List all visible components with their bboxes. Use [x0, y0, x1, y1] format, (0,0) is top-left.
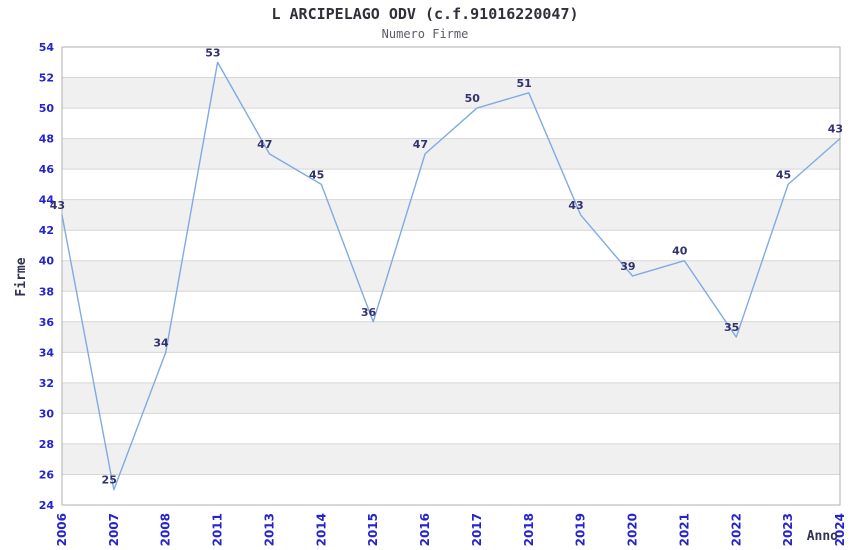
point-label: 36: [361, 306, 377, 319]
plot-border: [61, 46, 841, 506]
point-label: 25: [102, 474, 117, 487]
grid-band: [62, 77, 840, 109]
x-tick-label: 2016: [418, 513, 432, 546]
y-tick-label: 26: [39, 468, 55, 481]
x-tick-label: 2006: [55, 513, 69, 546]
y-tick-label: 32: [39, 377, 54, 390]
grid-band: [62, 138, 840, 170]
grid-band: [62, 260, 840, 292]
y-tick-label: 50: [39, 102, 55, 115]
point-label: 43: [828, 123, 843, 136]
y-tick-label: 52: [39, 72, 54, 85]
plot-area: 24 26 28 30 32 34 36 38 40 42 44 46 48 50 52 54 43 25 34 53…: [39, 41, 847, 546]
chart-title: L ARCIPELAGO ODV (c.f.91016220047): [271, 5, 579, 23]
y-axis-title: Firme: [14, 257, 29, 296]
y-tick-label: 38: [39, 285, 54, 298]
x-tick-label: 2007: [107, 513, 121, 546]
y-tick-label: 54: [39, 41, 55, 54]
grid-band: [62, 321, 840, 353]
point-label: 34: [153, 336, 169, 349]
x-tick-label: 2021: [677, 513, 691, 546]
y-tick-label: 48: [39, 133, 54, 146]
point-label: 47: [257, 138, 272, 151]
x-tick-label: 2017: [470, 513, 484, 546]
x-tick-label: 2018: [522, 513, 536, 546]
point-label: 43: [568, 199, 583, 212]
x-tick-label: 2023: [781, 513, 795, 546]
point-label: 47: [413, 138, 428, 151]
point-label: 51: [516, 77, 531, 90]
x-tick-label: 2013: [262, 513, 276, 546]
x-tick-label: 2011: [211, 513, 225, 546]
y-tick-label: 24: [39, 499, 55, 512]
y-tick-label: 44: [39, 194, 55, 207]
series-line: [61, 61, 841, 491]
y-tick-label: 36: [39, 316, 55, 329]
grid-band: [62, 382, 840, 414]
point-label: 45: [776, 168, 791, 181]
x-tick-label: 2015: [366, 513, 380, 546]
y-tick-label: 30: [39, 407, 55, 420]
x-tick-label: 2022: [729, 513, 743, 546]
x-tick-label: 2014: [314, 513, 328, 546]
point-label: 45: [309, 168, 324, 181]
grid-band: [62, 199, 840, 231]
x-axis-title: Anno: [807, 529, 838, 544]
chart-subtitle: Numero Firme: [381, 27, 469, 41]
point-label: 53: [205, 46, 220, 59]
x-tick-label: 2019: [574, 513, 588, 546]
point-label: 40: [672, 245, 688, 258]
point-label: 39: [620, 260, 635, 273]
y-tick-label: 28: [39, 438, 54, 451]
x-tick-label: 2024: [833, 513, 847, 546]
grid-band: [62, 443, 840, 475]
point-label: 35: [724, 321, 739, 334]
x-tick-label: 2008: [159, 513, 173, 546]
y-tick-label: 34: [39, 346, 55, 359]
y-tick-label: 40: [39, 255, 55, 268]
point-label: 50: [465, 92, 481, 105]
x-tick-label: 2020: [626, 513, 640, 546]
point-label: 43: [50, 199, 65, 212]
y-tick-label: 42: [39, 224, 54, 237]
y-tick-label: 46: [39, 163, 55, 176]
